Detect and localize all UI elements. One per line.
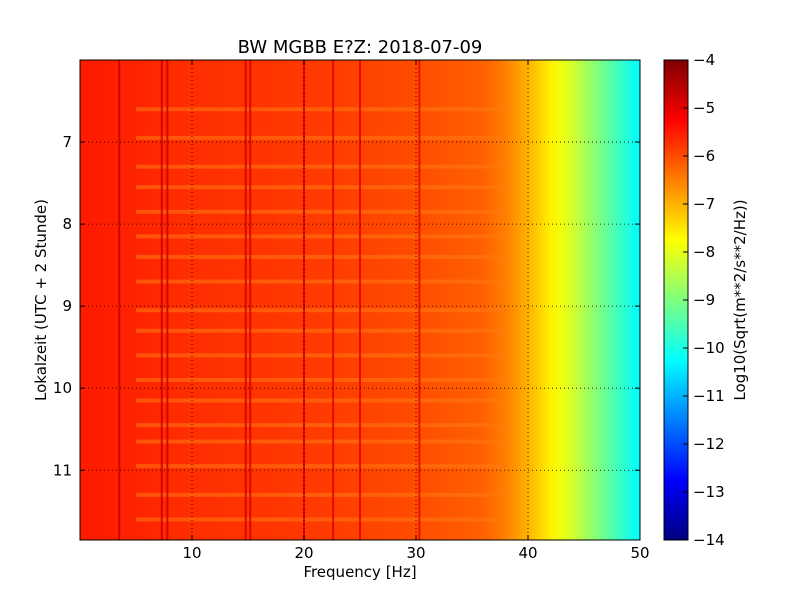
time-band — [136, 279, 506, 284]
colorbar-tick-label: −4 — [693, 51, 715, 69]
colorbar-tick-label: −8 — [693, 243, 715, 261]
time-band — [136, 107, 506, 112]
y-tick-label: 10 — [53, 379, 72, 397]
grid-lines — [80, 60, 640, 540]
time-band — [136, 439, 506, 444]
y-tick-label: 8 — [62, 215, 72, 233]
time-band — [136, 209, 506, 214]
spectral-line — [244, 60, 247, 540]
spectral-line — [166, 60, 169, 540]
colorbar-tick-label: −13 — [693, 483, 725, 501]
colorbar-tick-label: −10 — [693, 339, 725, 357]
colorbar-tick-label: −14 — [693, 531, 725, 549]
plot-area — [80, 60, 640, 540]
time-band — [136, 353, 506, 358]
time-band — [136, 308, 506, 313]
colorbar-label: Log10(Sqrt(m**2/s**2/Hz)) — [731, 199, 749, 400]
colorbar-tick-label: −6 — [693, 147, 715, 165]
time-band — [136, 135, 506, 140]
time-band — [136, 254, 506, 259]
spectral-line — [118, 60, 121, 540]
x-tick-label: 20 — [294, 544, 313, 562]
chart-title: BW MGBB E?Z: 2018-07-09 — [238, 37, 483, 58]
x-axis-label: Frequency [Hz] — [303, 563, 416, 581]
x-axis-ticks: 10 20 30 40 50 — [182, 60, 650, 562]
time-band — [136, 464, 506, 469]
colorbar: −4 −5 −6 −7 −8 −9 −10 −11 −12 −13 −14 — [663, 51, 725, 549]
plot-frame — [79, 59, 641, 541]
colorbar-tick-label: −12 — [693, 435, 725, 453]
colorbar-tick-label: −11 — [693, 387, 725, 405]
y-axis-label: Lokalzeit (UTC + 2 Stunde) — [32, 199, 50, 401]
colorbar-tick-label: −7 — [693, 195, 715, 213]
time-band — [136, 517, 506, 522]
time-band — [136, 423, 506, 428]
spectral-line — [359, 60, 361, 540]
time-band — [136, 164, 506, 169]
spectral-line — [160, 60, 163, 540]
time-band — [136, 378, 506, 382]
x-tick-label: 40 — [518, 544, 537, 562]
time-band — [136, 492, 506, 497]
x-tick-label: 30 — [406, 544, 425, 562]
spectral-line — [418, 60, 421, 540]
time-band — [136, 398, 506, 403]
time-band — [136, 328, 506, 333]
spectral-line — [249, 60, 252, 540]
y-tick-label: 11 — [53, 461, 72, 479]
y-axis-ticks: 7 8 9 10 11 — [53, 133, 640, 479]
time-band — [136, 185, 506, 190]
y-tick-label: 7 — [62, 133, 72, 151]
time-band — [136, 234, 506, 239]
x-tick-label: 10 — [182, 544, 201, 562]
colorbar-tick-label: −5 — [693, 99, 715, 117]
colorbar-tick-label: −9 — [693, 291, 715, 309]
x-tick-label: 50 — [630, 544, 649, 562]
spectral-line — [332, 60, 335, 540]
y-tick-label: 9 — [62, 297, 72, 315]
